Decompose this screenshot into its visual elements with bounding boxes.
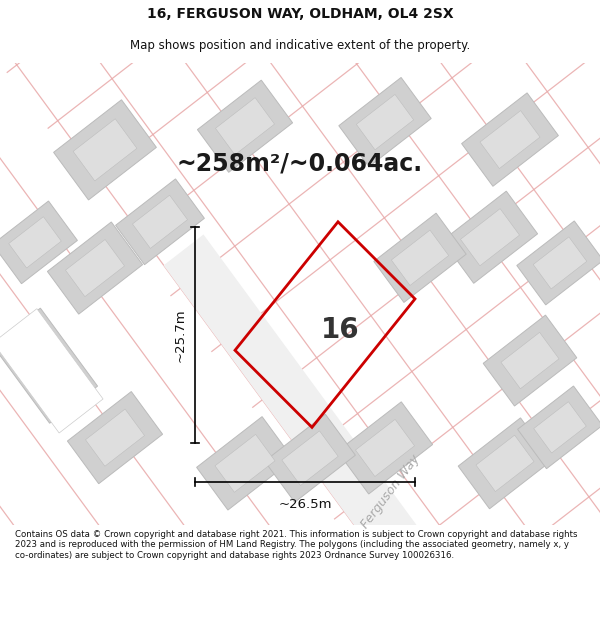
Polygon shape: [460, 209, 520, 266]
Polygon shape: [215, 98, 275, 155]
Polygon shape: [501, 332, 559, 389]
Polygon shape: [339, 78, 431, 167]
Polygon shape: [65, 239, 125, 297]
Polygon shape: [197, 417, 293, 510]
Polygon shape: [215, 434, 275, 492]
Polygon shape: [337, 402, 433, 494]
Polygon shape: [483, 315, 577, 406]
Polygon shape: [442, 191, 538, 283]
Polygon shape: [9, 217, 61, 268]
Polygon shape: [197, 80, 293, 172]
Polygon shape: [47, 222, 143, 314]
Text: ~25.7m: ~25.7m: [174, 308, 187, 362]
Polygon shape: [391, 230, 449, 286]
Text: 16: 16: [320, 316, 359, 344]
Polygon shape: [476, 435, 534, 491]
Text: Ferguson Way: Ferguson Way: [358, 452, 422, 531]
Polygon shape: [518, 386, 600, 469]
Polygon shape: [461, 93, 559, 186]
Polygon shape: [133, 195, 188, 248]
Polygon shape: [480, 111, 540, 169]
Polygon shape: [85, 409, 145, 466]
Polygon shape: [374, 213, 466, 302]
Text: 16, FERGUSON WAY, OLDHAM, OL4 2SX: 16, FERGUSON WAY, OLDHAM, OL4 2SX: [146, 7, 454, 21]
Polygon shape: [533, 237, 587, 289]
Polygon shape: [164, 234, 517, 625]
Polygon shape: [116, 179, 205, 265]
Polygon shape: [0, 308, 98, 423]
Polygon shape: [355, 419, 415, 476]
Polygon shape: [67, 391, 163, 484]
Polygon shape: [265, 414, 355, 502]
Polygon shape: [13, 330, 77, 401]
Polygon shape: [73, 119, 137, 181]
Polygon shape: [0, 309, 103, 433]
Polygon shape: [517, 221, 600, 305]
Polygon shape: [458, 418, 552, 509]
Polygon shape: [356, 94, 413, 150]
Text: ~258m²/~0.064ac.: ~258m²/~0.064ac.: [177, 151, 423, 175]
Text: ~26.5m: ~26.5m: [278, 498, 332, 511]
Polygon shape: [534, 402, 586, 453]
Text: Map shows position and indicative extent of the property.: Map shows position and indicative extent…: [130, 39, 470, 51]
Polygon shape: [53, 100, 157, 200]
Text: Contains OS data © Crown copyright and database right 2021. This information is : Contains OS data © Crown copyright and d…: [15, 530, 577, 560]
Polygon shape: [0, 201, 77, 284]
Polygon shape: [282, 431, 338, 486]
